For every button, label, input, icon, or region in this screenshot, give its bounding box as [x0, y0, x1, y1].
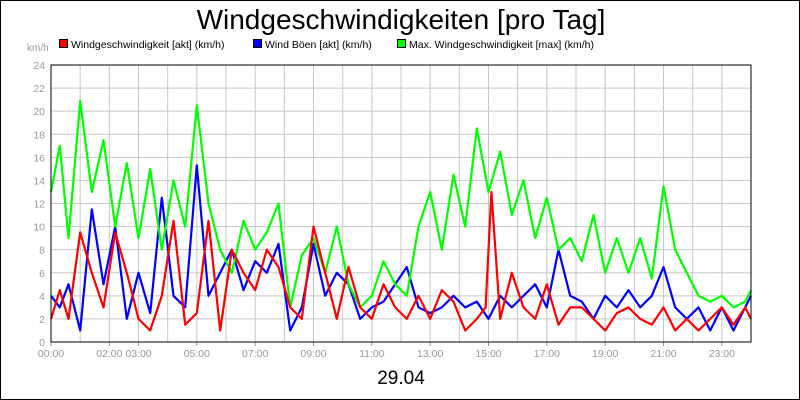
legend-label: Wind Böen [akt] (km/h): [265, 39, 372, 51]
x-tick-label: 00:00: [38, 348, 64, 360]
plot-border: [50, 64, 752, 343]
y-tick-label: 10: [33, 222, 45, 234]
x-tick-label: 05:00: [184, 348, 210, 360]
x-tick-label: 07:00: [242, 348, 268, 360]
legend-item: Windgeschwindigkeit [akt] (km/h): [59, 39, 224, 51]
chart-title: Windgeschwindigkeiten [pro Tag]: [196, 4, 606, 35]
legend-label: Max. Windgeschwindigkeit [max] (km/h): [409, 39, 594, 51]
y-tick-label: 4: [39, 291, 45, 303]
x-tick-label: 03:00: [125, 348, 151, 360]
legend-item: Max. Windgeschwindigkeit [max] (km/h): [397, 39, 594, 51]
legend-swatch: [397, 39, 406, 48]
x-tick-label: 13:00: [417, 348, 443, 360]
y-tick-label: 16: [33, 152, 45, 164]
y-tick-label: 6: [39, 268, 45, 280]
y-tick-label: 8: [39, 245, 45, 257]
y-tick-label: 12: [33, 199, 45, 211]
x-tick-label: 09:00: [300, 348, 326, 360]
y-axis-unit: km/h: [27, 43, 49, 54]
series-line-wind-gusts: [50, 164, 752, 332]
x-tick-label: 11:00: [359, 348, 385, 360]
x-tick-label: 02:00: [96, 348, 122, 360]
x-axis-date: 29.04: [377, 368, 425, 389]
series-line-max-wind-speed: [49, 99, 752, 309]
y-tick-label: 24: [33, 60, 45, 72]
x-tick-label: 15:00: [475, 348, 501, 360]
y-tick-label: 22: [33, 83, 45, 95]
legend-swatch: [253, 39, 262, 48]
y-tick-label: 2: [39, 314, 45, 326]
legend-item: Wind Böen [akt] (km/h): [253, 39, 372, 51]
series-line-wind-speed: [49, 190, 752, 332]
y-tick-label: 14: [33, 175, 45, 187]
y-tick-label: 0: [39, 337, 45, 349]
y-tick-label: 18: [33, 129, 45, 141]
x-tick-label: 23:00: [709, 348, 735, 360]
x-tick-label: 19:00: [592, 348, 618, 360]
legend-swatch: [59, 39, 68, 48]
x-tick-label: 21:00: [650, 348, 676, 360]
legend-label: Windgeschwindigkeit [akt] (km/h): [71, 39, 225, 51]
y-tick-label: 20: [33, 106, 45, 118]
x-tick-label: 17:00: [534, 348, 560, 360]
